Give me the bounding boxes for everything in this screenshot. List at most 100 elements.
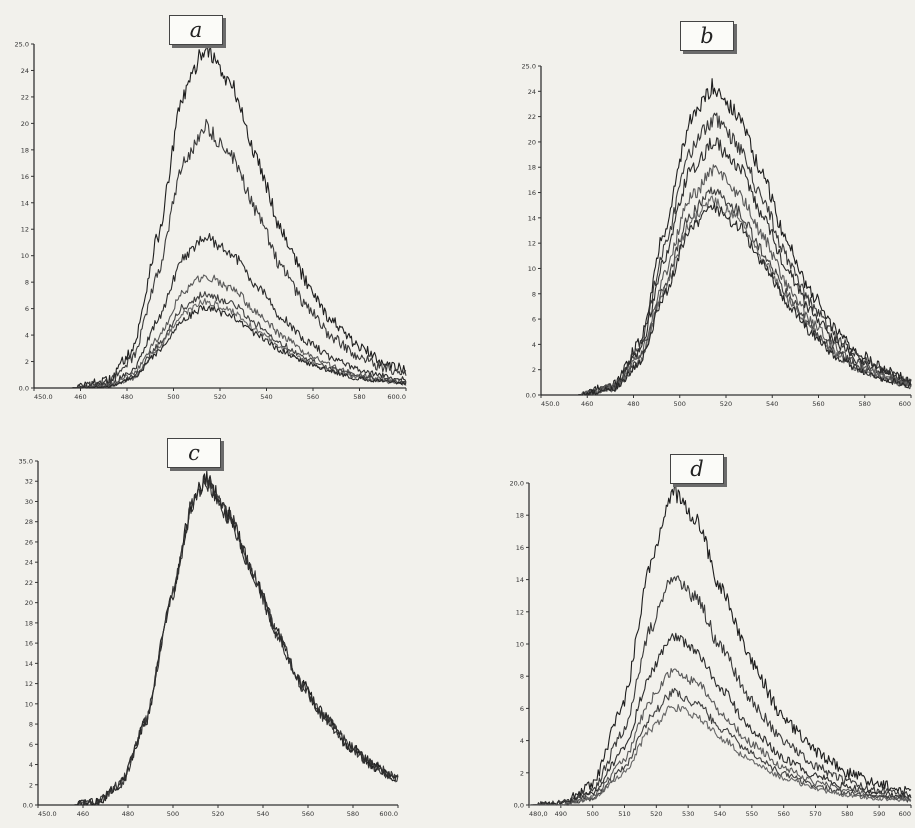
x-tick-label: 460 [77, 810, 89, 818]
chart-panel-d: 480,0 490 500 510 520 530 540 550 560 570 580 590 60… [510, 480, 912, 818]
x-tick-label: 450.0 [38, 810, 57, 818]
x-tick-label: 520 [650, 810, 662, 818]
y-tick-label: 28 [25, 518, 33, 526]
y-tick-label: 35.0 [19, 458, 33, 466]
spectrum-series-line [38, 478, 399, 806]
y-tick-label: 14 [528, 214, 536, 222]
x-tick-label: 500 [167, 393, 179, 401]
y-tick-label: 20 [528, 138, 536, 146]
y-tick-label: 0.0 [19, 385, 29, 393]
y-tick-label: 24 [25, 559, 33, 567]
spectrum-series-line [38, 475, 399, 806]
y-tick-label: 18 [21, 146, 29, 154]
y-tick-label: 2 [532, 366, 536, 374]
x-tick-label: 460 [74, 393, 86, 401]
x-tick-label: 550 [746, 810, 758, 818]
y-tick-label: 4 [29, 761, 33, 769]
y-tick-label: 6 [29, 741, 33, 749]
panel-label-a: a [169, 15, 223, 45]
spectrum-series-line [541, 202, 912, 396]
x-tick-label: 580 [841, 810, 853, 818]
y-tick-label: 16 [516, 544, 524, 552]
x-tick-label: 450.0 [34, 393, 53, 401]
y-tick-label: 8 [29, 721, 33, 729]
y-tick-label: 4 [520, 737, 524, 745]
y-tick-label: 14 [21, 199, 29, 207]
x-tick-label: 540 [714, 810, 726, 818]
x-tick-label: 560 [302, 810, 314, 818]
spectrum-series-line [529, 632, 912, 806]
spectrum-series-line [529, 484, 912, 806]
y-tick-label: 0.0 [23, 802, 33, 810]
x-tick-label: 500 [167, 810, 179, 818]
y-tick-label: 12 [21, 226, 29, 234]
y-tick-label: 8 [25, 279, 29, 287]
chart-panel-a: 450.0 460 480 500 520 540 560 580 600.00.0246810… [15, 41, 407, 401]
y-tick-label: 2 [520, 769, 524, 777]
panel-label-b: b [680, 21, 734, 51]
y-tick-label: 12 [25, 680, 33, 688]
spectrum-series-line [34, 298, 407, 389]
x-tick-label: 450.0 [541, 400, 560, 408]
y-tick-label: 18 [516, 512, 524, 520]
x-tick-label: 570 [809, 810, 821, 818]
spectrum-series-line [34, 305, 407, 389]
x-tick-label: 560 [307, 393, 319, 401]
x-tick-label: 480 [122, 810, 134, 818]
y-tick-label: 24 [528, 88, 536, 96]
y-tick-label: 0.0 [526, 392, 536, 400]
spectrum-series-line [38, 470, 399, 806]
y-tick-label: 10 [21, 252, 29, 260]
y-tick-label: 4 [25, 332, 29, 340]
y-tick-label: 2 [25, 358, 29, 366]
x-tick-label: 590 [873, 810, 885, 818]
spectrum-series-line [541, 186, 912, 396]
y-tick-label: 30 [25, 498, 33, 506]
y-tick-label: 18 [25, 619, 33, 627]
y-tick-label: 16 [25, 640, 33, 648]
y-tick-label: 12 [528, 240, 536, 248]
x-tick-label: 460 [581, 400, 593, 408]
y-tick-label: 8 [520, 673, 524, 681]
y-tick-label: 16 [528, 189, 536, 197]
x-tick-label: 510 [618, 810, 630, 818]
x-tick-label: 480,0 [529, 810, 548, 818]
y-tick-label: 14 [516, 576, 524, 584]
x-tick-label: 580 [353, 393, 365, 401]
y-tick-label: 25.0 [15, 41, 29, 49]
spectrum-series-line [529, 668, 912, 806]
x-tick-label: 580 [859, 400, 871, 408]
y-tick-label: 6 [520, 705, 524, 713]
y-tick-label: 4 [532, 341, 536, 349]
x-tick-label: 580 [347, 810, 359, 818]
y-tick-label: 0,0 [514, 802, 524, 810]
x-tick-label: 600 [899, 400, 911, 408]
y-tick-label: 8 [532, 290, 536, 298]
y-tick-label: 22 [528, 113, 536, 121]
y-tick-label: 25.0 [522, 63, 536, 71]
x-tick-label: 520 [212, 810, 224, 818]
spectrum-series-line [34, 118, 407, 389]
x-tick-label: 540 [257, 810, 269, 818]
spectrum-series-line [529, 687, 912, 806]
y-tick-label: 10 [516, 641, 524, 649]
y-tick-label: 14 [25, 660, 33, 668]
x-tick-label: 530 [682, 810, 694, 818]
x-tick-label: 560 [812, 400, 824, 408]
x-tick-label: 480 [627, 400, 639, 408]
y-tick-label: 22 [25, 579, 33, 587]
spectrum-series-line [541, 164, 912, 396]
y-tick-label: 20 [25, 599, 33, 607]
y-tick-label: 26 [25, 538, 33, 546]
y-tick-label: 10 [528, 265, 536, 273]
chart-panel-c: 450.0 460 480 500 520 540 560 580 600.00.0246810… [19, 458, 399, 818]
x-tick-label: 490 [555, 810, 567, 818]
y-tick-label: 32 [25, 478, 33, 486]
y-tick-label: 2 [29, 781, 33, 789]
chart-panel-b: 450.0 460 480 500 520 540 560 580 6000.024681012… [522, 63, 912, 408]
panel-label-c: c [167, 438, 221, 468]
spectrum-series-line [541, 78, 912, 396]
y-tick-label: 22 [21, 93, 29, 101]
x-tick-label: 480 [121, 393, 133, 401]
